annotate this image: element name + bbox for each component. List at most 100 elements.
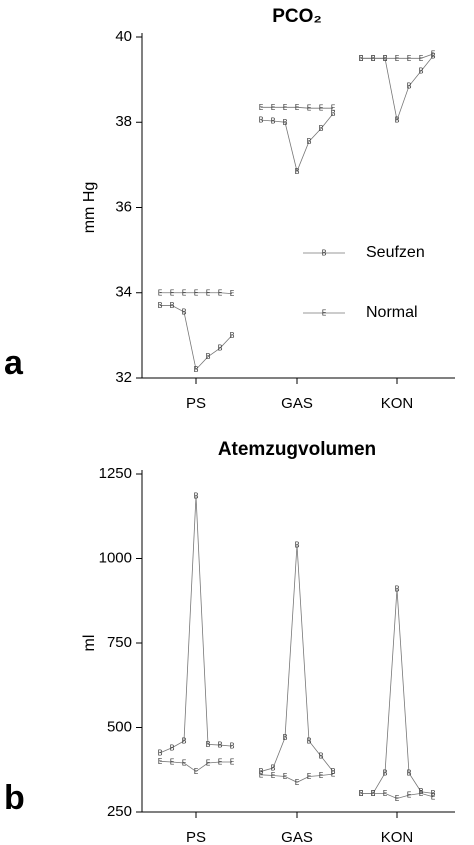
y-axis-label: ml <box>81 635 98 652</box>
marker: E <box>319 104 324 113</box>
series-line <box>260 113 334 173</box>
legend-marker: E <box>322 309 327 318</box>
series-line <box>260 544 334 772</box>
x-tick-label: PS <box>186 829 206 845</box>
marker: E <box>158 757 163 766</box>
y-tick-label: 1250 <box>99 465 132 482</box>
marker: E <box>158 288 163 297</box>
marker: E <box>182 288 187 297</box>
y-tick-label: 500 <box>107 718 132 735</box>
marker: E <box>407 791 412 800</box>
marker: E <box>230 289 235 298</box>
series-line <box>361 793 434 799</box>
marker: E <box>431 792 436 801</box>
y-tick-label: 40 <box>115 28 132 45</box>
marker: E <box>407 54 412 63</box>
marker: B <box>206 740 211 749</box>
x-tick-label: GAS <box>281 395 313 412</box>
y-tick-label: 36 <box>115 198 132 215</box>
marker: E <box>259 770 264 779</box>
marker: E <box>295 778 300 787</box>
marker: B <box>230 742 235 751</box>
marker: E <box>395 54 400 63</box>
marker: E <box>359 789 364 798</box>
marker: B <box>271 116 276 125</box>
marker: B <box>383 769 388 778</box>
marker: E <box>271 103 276 112</box>
marker: B <box>194 365 199 374</box>
marker: E <box>419 54 424 63</box>
marker: E <box>359 54 364 63</box>
marker: E <box>170 757 175 766</box>
marker: E <box>283 103 288 112</box>
panel-label: b <box>4 779 25 817</box>
marker: B <box>431 789 436 798</box>
marker: E <box>230 757 235 766</box>
series-line <box>261 106 333 109</box>
chart-title: PCO₂ <box>272 6 322 27</box>
marker: B <box>419 67 424 76</box>
marker: B <box>307 137 312 146</box>
marker: B <box>283 733 288 742</box>
y-tick-label: 750 <box>107 634 132 651</box>
x-tick-label: PS <box>186 395 206 412</box>
marker: E <box>307 772 312 781</box>
marker: E <box>371 789 376 798</box>
marker: E <box>431 50 436 59</box>
series-line <box>160 292 233 295</box>
marker: B <box>331 767 336 776</box>
marker: B <box>331 109 336 118</box>
marker: B <box>271 764 276 773</box>
y-tick-label: 38 <box>115 113 132 130</box>
marker: E <box>307 104 312 113</box>
series-line <box>361 588 434 794</box>
marker: E <box>283 772 288 781</box>
marker: E <box>259 103 264 112</box>
marker: B <box>395 584 400 593</box>
y-tick-label: 34 <box>115 284 132 301</box>
marker: B <box>295 167 300 176</box>
legend-label: Seufzen <box>366 244 425 261</box>
marker: B <box>230 331 235 340</box>
legend-label: Normal <box>366 304 418 321</box>
x-tick-label: KON <box>381 829 414 845</box>
marker: E <box>395 794 400 803</box>
chart-title: Atemzugvolumen <box>218 439 376 460</box>
marker: E <box>331 770 336 779</box>
marker: E <box>218 288 223 297</box>
series-line <box>160 305 233 371</box>
y-tick-label: 250 <box>107 803 132 820</box>
series-line <box>361 53 434 59</box>
marker: B <box>295 540 300 549</box>
series-line <box>159 495 233 754</box>
marker: E <box>170 288 175 297</box>
marker: B <box>218 741 223 750</box>
marker: E <box>371 54 376 63</box>
marker: E <box>194 288 199 297</box>
marker: B <box>259 116 264 125</box>
y-tick-label: 1000 <box>99 549 132 566</box>
marker: E <box>206 288 211 297</box>
marker: E <box>194 767 199 776</box>
x-tick-label: GAS <box>281 829 313 845</box>
marker: E <box>218 757 223 766</box>
marker: E <box>383 789 388 798</box>
marker: E <box>206 758 211 767</box>
marker: B <box>206 352 211 361</box>
marker: E <box>419 789 424 798</box>
y-tick-label: 32 <box>115 369 132 386</box>
marker: B <box>431 52 436 61</box>
series-line <box>260 773 334 783</box>
marker: E <box>331 104 336 113</box>
marker: B <box>319 752 324 761</box>
marker: B <box>182 307 187 316</box>
marker: B <box>158 748 163 757</box>
marker: B <box>218 344 223 353</box>
marker: B <box>170 301 175 310</box>
marker: E <box>271 771 276 780</box>
marker: B <box>395 116 400 125</box>
marker: E <box>319 771 324 780</box>
marker: E <box>295 103 300 112</box>
marker: B <box>419 787 424 796</box>
